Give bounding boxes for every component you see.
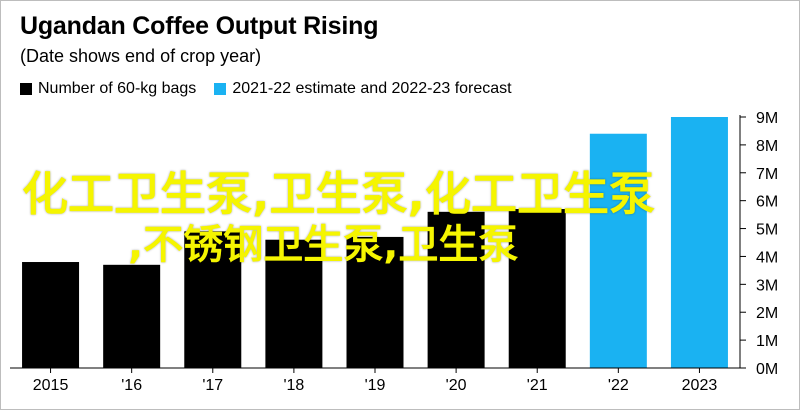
x-tick-label: '20 [446, 377, 467, 394]
y-tick-label: 9M [756, 110, 778, 127]
y-tick-label: 0M [756, 361, 778, 378]
y-tick-label: 5M [756, 222, 778, 239]
y-tick-label: 4M [756, 249, 778, 266]
legend: Number of 60-kg bags 2021-22 estimate an… [20, 80, 530, 98]
legend-label-bags: Number of 60-kg bags [38, 80, 197, 97]
bar-19 [346, 236, 404, 368]
legend-item-forecast: 2021-22 estimate and 2022-23 forecast [214, 80, 512, 98]
x-tick-label: '19 [365, 377, 386, 394]
bar-2023-forecast [670, 117, 728, 368]
x-tick-label: '16 [121, 377, 142, 394]
x-tick-label: '22 [608, 377, 629, 394]
bar-16 [103, 264, 161, 368]
y-tick-label: 8M [756, 138, 778, 155]
x-tick-label: '17 [202, 377, 223, 394]
x-tick-label: 2015 [33, 377, 69, 394]
y-tick-label: 6M [756, 194, 778, 211]
y-tick-label: 7M [756, 166, 778, 183]
bar-2015 [22, 262, 80, 368]
chart-title: Ugandan Coffee Output Rising [20, 12, 379, 40]
legend-swatch-forecast [214, 83, 227, 95]
bar-22-forecast [589, 133, 647, 368]
y-tick-label: 2M [756, 305, 778, 322]
x-tick-label: 2023 [682, 377, 718, 394]
legend-swatch-bags [20, 83, 32, 95]
legend-item-bags: Number of 60-kg bags [20, 80, 196, 98]
legend-label-forecast: 2021-22 estimate and 2022-23 forecast [232, 80, 512, 97]
bar-21 [508, 209, 566, 368]
chart-subtitle: (Date shows end of crop year) [20, 46, 262, 66]
x-tick-label: '21 [527, 377, 548, 394]
bar-18 [265, 239, 323, 368]
bar-17 [184, 231, 242, 368]
x-tick-label: '18 [283, 377, 304, 394]
y-tick-label: 1M [756, 333, 778, 350]
bar-20 [427, 211, 485, 368]
y-tick-label: 3M [756, 277, 778, 294]
